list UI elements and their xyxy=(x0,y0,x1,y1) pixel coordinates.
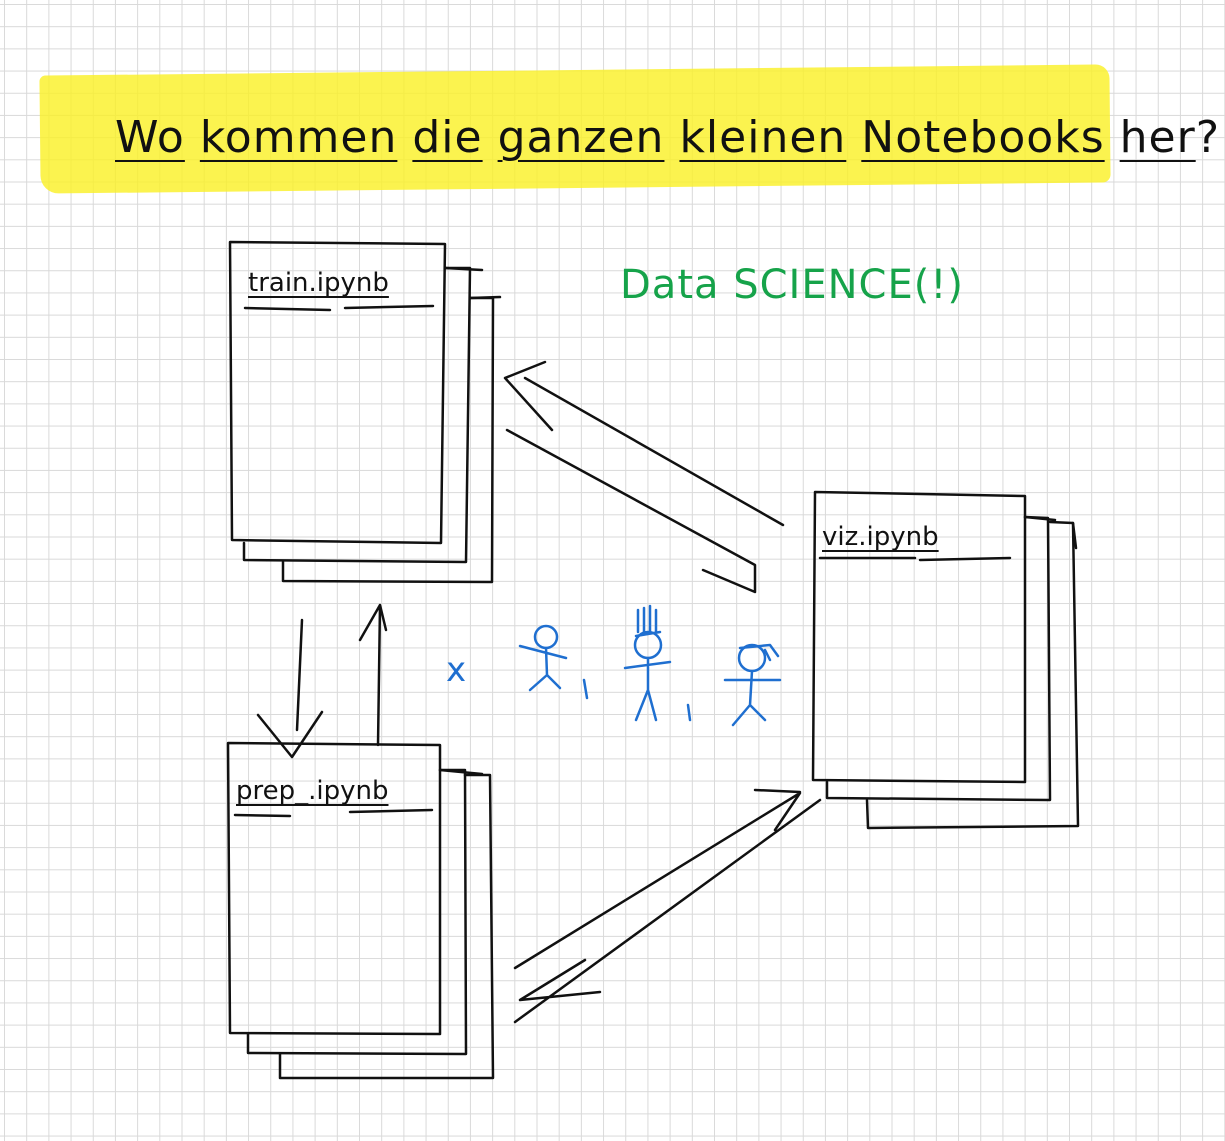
arrow-viz-to-train xyxy=(503,360,785,594)
train-notebook-stack xyxy=(228,240,502,584)
person-icon xyxy=(518,624,568,692)
train-notebook-sheet-3 xyxy=(281,296,495,584)
data-scientist-figures xyxy=(518,604,782,727)
prep-notebook-sheet-2 xyxy=(246,768,468,1056)
title-word: ganzen xyxy=(497,112,665,163)
title-mark: ? xyxy=(1195,112,1221,163)
viz-notebook-sheet xyxy=(811,490,1027,784)
person-icon xyxy=(623,604,672,722)
title-word: her xyxy=(1119,112,1196,163)
people-prefix: x xyxy=(446,650,467,690)
title-word: kommen xyxy=(199,112,398,163)
viz-notebook-stack xyxy=(811,490,1080,830)
title-word: Notebooks xyxy=(861,112,1105,163)
prep-notebook-label: prep_.ipynb xyxy=(236,776,389,806)
title-word: Wo xyxy=(115,112,185,163)
viz-notebook-sheet-3 xyxy=(865,520,1080,830)
arrow-train-to-prep xyxy=(256,618,324,759)
arrow-prep-to-train xyxy=(358,603,388,747)
arrow-viz-to-prep xyxy=(513,788,822,1024)
data-science-note: Data SCIENCE(!) xyxy=(620,262,964,308)
train-notebook-sheet xyxy=(228,240,447,545)
train-notebook-sheet-2 xyxy=(242,266,472,564)
person-icon xyxy=(723,643,782,727)
prep-notebook-sheet xyxy=(226,741,442,1036)
prep-notebook-stack xyxy=(226,741,495,1080)
train-notebook-label: train.ipynb xyxy=(248,268,389,298)
page-title: Wo kommen die ganzen kleinen Notebooks h… xyxy=(115,112,1219,163)
title-word: kleinen xyxy=(679,112,847,163)
viz-notebook-label: viz.ipynb xyxy=(822,522,939,552)
title-word: die xyxy=(412,112,483,163)
